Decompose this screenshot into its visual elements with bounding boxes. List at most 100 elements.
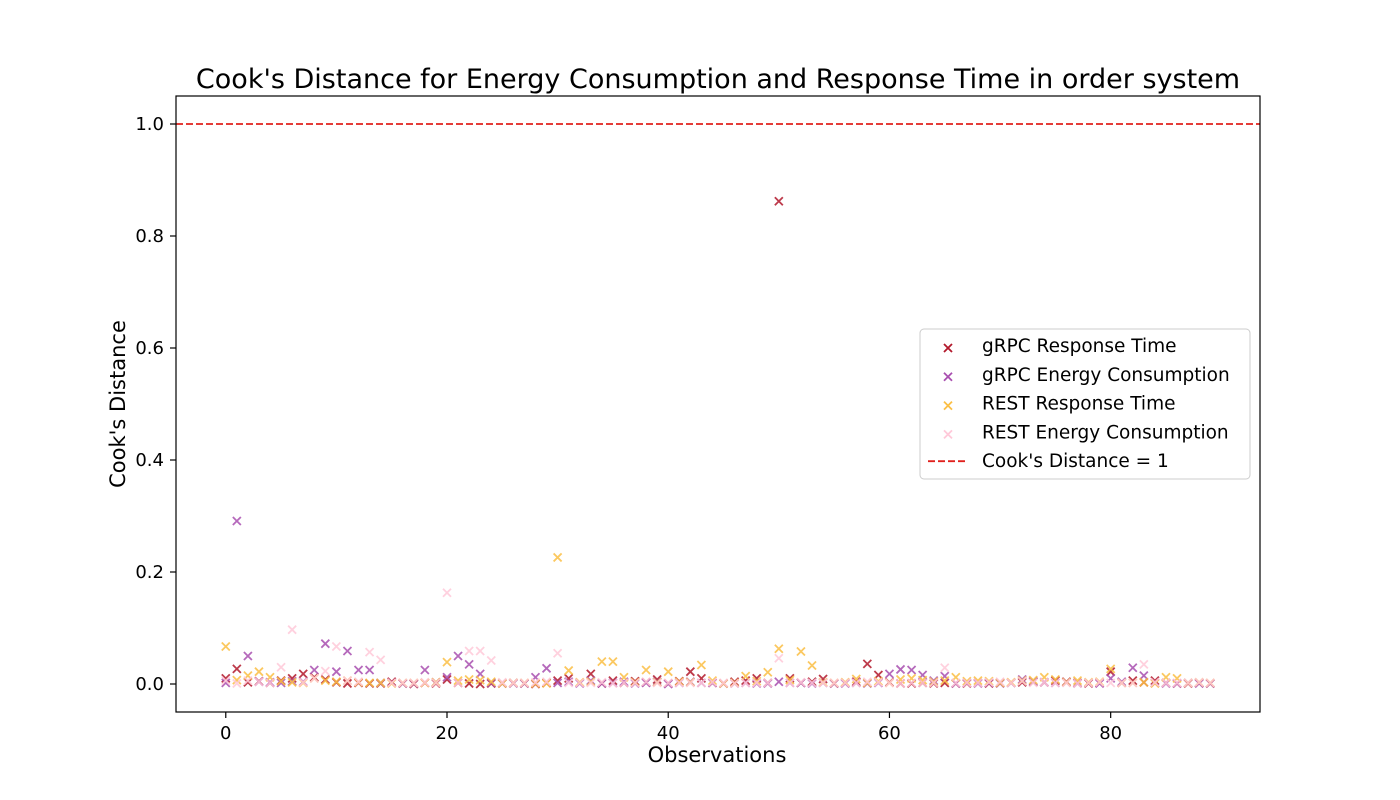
- legend-marker-2: [943, 400, 953, 411]
- series-3-point-30-glyph: [552, 648, 563, 658]
- series-2-point-40: [663, 667, 673, 677]
- series-0-point-35: [608, 676, 618, 686]
- series-2-point-21-glyph: [453, 676, 463, 686]
- series-3-point-83: [1139, 659, 1149, 670]
- series-3-point-76-glyph: [1061, 678, 1072, 688]
- series-0-point-65: [940, 678, 950, 688]
- series-2-point-30-glyph: [552, 552, 563, 563]
- series-0-point-6-glyph: [287, 673, 297, 684]
- series-3-point-42-glyph: [685, 678, 695, 688]
- series-3-point-46-glyph: [729, 678, 740, 689]
- y-tick-label-4: 0.8: [135, 226, 164, 247]
- series-3-point-44-glyph: [707, 677, 718, 687]
- series-2-point-9-glyph: [320, 676, 330, 686]
- series-3-point-59: [873, 677, 884, 687]
- series-3-point-58-glyph: [862, 677, 872, 687]
- series-3-point-80: [1106, 678, 1116, 688]
- series-0-point-50: [774, 196, 784, 206]
- series-1-point-11: [342, 646, 353, 656]
- series-3-point-53-glyph: [807, 678, 817, 688]
- series-0-point-20-glyph: [442, 674, 452, 685]
- series-3-point-62: [906, 678, 917, 688]
- series-0-point-80: [1106, 667, 1116, 677]
- series-2-point-63-glyph: [917, 675, 928, 685]
- series-3-point-29-glyph: [541, 677, 552, 687]
- series-3-point-28-glyph: [530, 677, 541, 687]
- series-3-point-15-glyph: [387, 678, 397, 688]
- series-0-point-35-glyph: [608, 676, 618, 686]
- series-3-point-72-glyph: [1017, 676, 1027, 686]
- legend-marker-0-glyph: [943, 343, 953, 353]
- series-1-point-12-glyph: [353, 665, 364, 675]
- series-3-point-60: [884, 678, 895, 688]
- series-2-point-80-glyph: [1106, 664, 1116, 674]
- series-0-point-33: [586, 669, 596, 679]
- series-3-point-26: [508, 678, 519, 688]
- series-2-point-65-glyph: [940, 676, 950, 686]
- series-3-point-60-glyph: [884, 678, 895, 688]
- series-3-point-85: [1161, 678, 1171, 688]
- series-0-point-58-glyph: [862, 659, 872, 669]
- series-2-point-10-glyph: [331, 677, 342, 687]
- series-3-point-43: [696, 678, 707, 688]
- y-tick-label-5: 1.0: [135, 114, 164, 135]
- x-tick-label-2: 40: [657, 723, 680, 744]
- series-3-point-32: [575, 678, 585, 688]
- series-3-point-7: [298, 677, 308, 687]
- series-3-point-72: [1017, 676, 1027, 686]
- series-3-point-34: [597, 677, 607, 687]
- series-3-point-16-glyph: [398, 678, 408, 688]
- series-2-point-67: [962, 676, 972, 686]
- series-3-point-73-glyph: [1028, 678, 1038, 688]
- series-2-point-75-glyph: [1050, 674, 1061, 685]
- series-2-point-14: [375, 678, 386, 688]
- legend-label-3: REST Energy Consumption: [982, 422, 1229, 443]
- series-3-point-0-glyph: [221, 676, 231, 686]
- series-1-point-61-glyph: [895, 664, 906, 675]
- series-3-point-2-glyph: [243, 676, 253, 686]
- series-0-point-54: [818, 674, 828, 684]
- series-3-point-75-glyph: [1050, 678, 1061, 688]
- series-3-point-23-glyph: [475, 646, 485, 656]
- series-1-point-11-glyph: [342, 646, 353, 656]
- series-3-point-27: [519, 678, 530, 688]
- series-3-point-14-glyph: [375, 655, 386, 665]
- series-2-point-22-glyph: [464, 674, 474, 685]
- series-2-point-50-glyph: [774, 644, 784, 654]
- series-1-point-30: [552, 678, 563, 688]
- series-1-point-61: [895, 664, 906, 675]
- series-3-point-83-glyph: [1139, 659, 1149, 670]
- series-2-point-61: [895, 674, 906, 685]
- x-tick-label-1: 20: [436, 723, 459, 744]
- series-3-point-1: [232, 678, 242, 689]
- series-3-point-65: [940, 663, 950, 673]
- y-tick-label-2: 0.4: [135, 450, 164, 471]
- y-axis-label: Cook's Distance: [106, 320, 130, 488]
- series-3-point-81-glyph: [1117, 678, 1127, 688]
- series-3-point-18: [420, 677, 430, 687]
- series-2-point-77: [1072, 676, 1083, 686]
- legend: gRPC Response Time gRPC Energy Consumptio…: [919, 328, 1251, 480]
- series-1-point-21: [453, 651, 463, 661]
- series-2-point-35-glyph: [608, 656, 618, 667]
- series-0-point-11: [342, 678, 353, 689]
- axes-frame: [175, 95, 1261, 713]
- series-2-point-49: [763, 667, 773, 677]
- series-3-point-48: [752, 678, 762, 688]
- series-0-point-50-glyph: [774, 196, 784, 206]
- series-0-point-11-glyph: [342, 678, 353, 689]
- series-3-point-64: [929, 678, 939, 688]
- series-0-point-1: [232, 664, 242, 674]
- series-2-point-14-glyph: [375, 678, 386, 688]
- y-tick-label-1: 0.2: [135, 562, 164, 583]
- series-2-point-1: [232, 675, 242, 685]
- series-2-point-80: [1106, 664, 1116, 674]
- series-2-point-65: [940, 676, 950, 686]
- series-2-point-34-glyph: [597, 656, 607, 667]
- series-2-point-22: [464, 674, 474, 685]
- series-3-point-17-glyph: [409, 678, 419, 688]
- series-0-point-54-glyph: [818, 674, 828, 684]
- series-1-point-2: [243, 651, 253, 661]
- series-2-point-73: [1028, 675, 1038, 685]
- series-2-point-35: [608, 656, 618, 667]
